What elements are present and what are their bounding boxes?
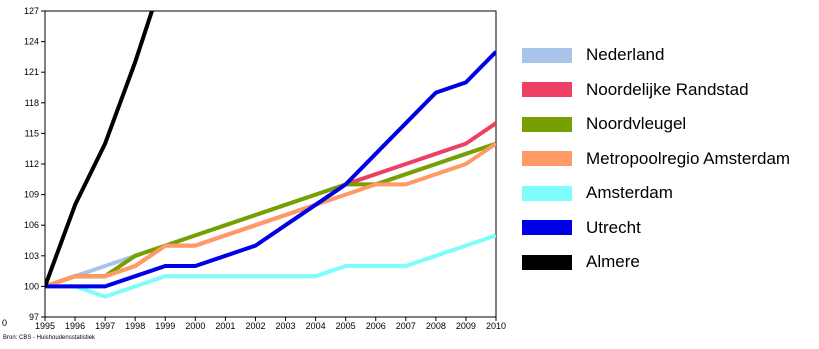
- legend-label: Almere: [586, 252, 640, 272]
- x-tick-label: 2008: [426, 321, 446, 331]
- legend-swatch: [522, 47, 572, 63]
- legend-label: Metropoolregio Amsterdam: [586, 148, 791, 168]
- y-tick-label: 109: [24, 190, 39, 200]
- legend-label: Amsterdam: [586, 183, 673, 203]
- legend-swatch: [522, 220, 572, 236]
- x-tick-label: 1998: [125, 321, 145, 331]
- legend-label: Nederland: [586, 45, 665, 65]
- x-tick-label: 2003: [276, 321, 296, 331]
- y-tick-label: 100: [24, 281, 39, 291]
- series-line-noordvleugel: [45, 141, 496, 289]
- x-axis-ticks: 1995 1996 1997 1998 1999 2000 2001 2002 2003 2004…: [35, 317, 506, 331]
- legend-swatch: [522, 151, 572, 167]
- x-tick-label: 2007: [396, 321, 416, 331]
- legend-item: Noordvleugel: [522, 107, 790, 142]
- x-tick-label: 1995: [35, 321, 55, 331]
- x-tick-label: 2004: [306, 321, 326, 331]
- series-line-amsterdam: [45, 233, 496, 299]
- legend-item: Almere: [522, 245, 790, 280]
- x-tick-label: 2006: [366, 321, 386, 331]
- y-tick-label: 97: [29, 312, 39, 322]
- legend-label: Noordvleugel: [586, 114, 687, 134]
- x-extra-tick-label: 0: [2, 318, 7, 328]
- y-tick-label: 118: [25, 98, 39, 108]
- legend-swatch: [522, 116, 572, 132]
- series-lines: [45, 11, 496, 299]
- legend-swatch: [522, 82, 572, 98]
- legend-swatch: [522, 254, 572, 270]
- y-tick-label: 112: [25, 159, 39, 169]
- y-axis-ticks: 97 100 103 106 109 112 115 118 121 124 127: [24, 6, 45, 322]
- legend-item: Noordelijke Randstad: [522, 73, 790, 108]
- legend-label: Utrecht: [586, 217, 641, 237]
- legend-item: Nederland: [522, 38, 790, 73]
- y-tick-label: 103: [24, 251, 39, 261]
- legend-item: Utrecht: [522, 211, 790, 246]
- legend: Nederland Noordelijke Randstad Noordvleuge…: [522, 38, 790, 280]
- y-tick-label: 121: [24, 67, 39, 77]
- x-tick-label: 2005: [336, 321, 356, 331]
- legend-label: Noordelijke Randstad: [586, 79, 749, 99]
- y-tick-label: 127: [24, 6, 39, 16]
- x-tick-label: 2009: [456, 321, 476, 331]
- series-line-utrecht: [45, 50, 496, 289]
- x-tick-label: 1999: [155, 321, 175, 331]
- legend-swatch: [522, 185, 572, 201]
- series-line-metropoolregio-amsterdam: [45, 141, 496, 289]
- legend-item: Amsterdam: [522, 176, 790, 211]
- y-tick-label: 115: [25, 128, 39, 138]
- x-tick-label: 2002: [245, 321, 265, 331]
- series-line-almere: [45, 11, 155, 288]
- x-tick-label: 2000: [185, 321, 205, 331]
- source-note: Bron: CBS - Huishoudensstatistiek: [3, 335, 96, 341]
- legend-item: Metropoolregio Amsterdam: [522, 142, 790, 177]
- y-tick-label: 106: [24, 220, 39, 230]
- x-tick-label: 2010: [486, 321, 506, 331]
- y-tick-label: 124: [24, 37, 39, 47]
- x-tick-label: 1997: [95, 321, 115, 331]
- x-tick-label: 1996: [65, 321, 85, 331]
- x-tick-label: 2001: [215, 321, 235, 331]
